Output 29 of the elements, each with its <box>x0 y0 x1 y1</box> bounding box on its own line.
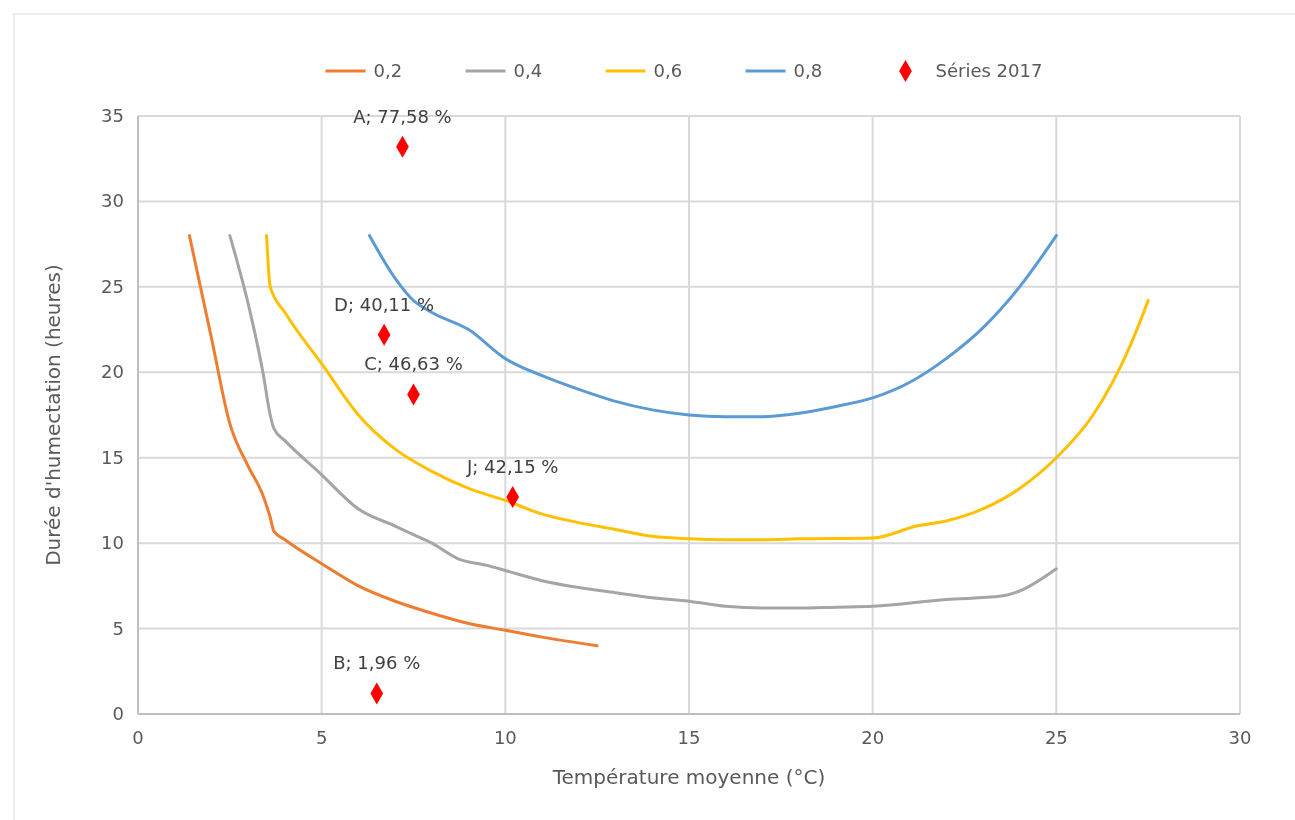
x-tick-label: 30 <box>1228 727 1252 748</box>
legend-label: 0,2 <box>373 60 403 81</box>
annotation: C; 46,63 % <box>364 353 463 375</box>
legend-label: Séries 2017 <box>935 60 1043 81</box>
y-axis-title: Durée d'humectation (heures) <box>41 264 65 566</box>
x-tick-label: 15 <box>677 727 701 748</box>
x-tick-label: 0 <box>132 727 144 748</box>
y-tick-label: 25 <box>101 275 124 297</box>
legend-label: 0,6 <box>653 60 683 81</box>
line-series <box>187 234 599 648</box>
x-axis-title: Température moyenne (°C) <box>551 765 826 789</box>
line-series <box>228 234 1058 610</box>
y-tick-label: 0 <box>112 703 124 724</box>
legend-label: 0,4 <box>513 60 543 81</box>
x-tick-label: 10 <box>493 727 517 748</box>
y-tick-label: 35 <box>101 105 124 126</box>
y-tick-label: 30 <box>101 190 124 212</box>
y-tick-label: 20 <box>101 361 124 383</box>
annotation: A; 77,58 % <box>353 105 452 127</box>
annotation: J; 42,15 % <box>465 456 559 478</box>
x-tick-label: 25 <box>1044 727 1068 748</box>
y-tick-label: 15 <box>101 446 124 468</box>
annotation: B; 1,96 % <box>333 652 421 674</box>
line-series <box>265 234 1150 542</box>
y-tick-label: 5 <box>112 617 124 639</box>
x-tick-label: 20 <box>861 727 885 748</box>
y-tick-label: 10 <box>101 532 124 554</box>
legend-label: 0,8 <box>793 60 823 81</box>
x-tick-label: 5 <box>315 727 328 748</box>
